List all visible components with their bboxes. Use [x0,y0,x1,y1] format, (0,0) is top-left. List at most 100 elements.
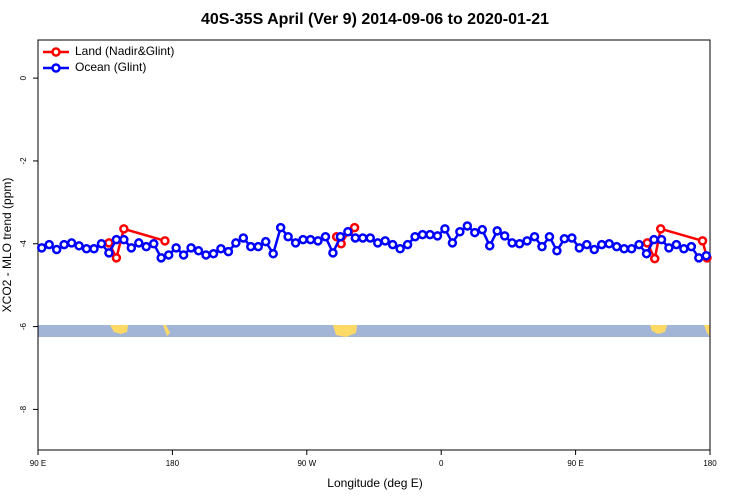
data-point [425,229,435,240]
data-point [380,236,390,246]
data-point [514,239,525,249]
data-point [574,243,585,253]
data-point [89,243,99,254]
ocean-strip [38,325,710,337]
x-tick-label: 90 W [297,459,316,468]
data-point [111,253,122,263]
data-point [186,243,196,253]
data-point [51,244,62,255]
legend-marker [51,47,61,57]
data-point [447,238,458,248]
data-point [484,241,495,251]
data-point [462,221,473,231]
data-point [148,239,159,249]
chart-title: 40S-35S April (Ver 9) 2014-09-06 to 2020… [201,11,549,28]
data-point [358,233,368,243]
data-point [701,251,712,261]
data-point [567,233,577,243]
data-point [507,238,517,248]
x-tick-label: 90 E [30,459,46,468]
data-point [641,248,652,259]
data-point [626,243,637,254]
data-point [697,236,708,246]
data-point [320,231,331,242]
y-tick-label: -8 [19,405,28,413]
data-point [81,243,92,254]
data-point [44,239,54,250]
x-tick-label: 90 E [567,459,583,468]
data-point [350,233,361,243]
data-point [275,222,286,233]
data-point [163,250,174,260]
data-point [238,233,249,243]
data-point [141,241,152,252]
x-axis-label: Longitude (deg E) [327,476,422,490]
data-point [679,243,689,254]
legend-marker [51,63,61,73]
legend-label: Ocean (Glint) [75,60,146,74]
data-point [335,231,346,242]
data-point [343,226,353,237]
data-point [694,253,704,263]
data-point [619,243,629,254]
data-point [544,231,555,242]
x-tick-label: 180 [703,459,717,468]
data-point [119,224,129,234]
data-point [440,224,450,234]
legend-label: Land (Nadir&Glint) [75,44,174,58]
data-point [470,227,480,238]
land-patch [704,325,710,337]
data-point [395,243,405,254]
data-point [649,234,659,245]
data-point [402,239,413,250]
land-patch [110,325,128,334]
data-point [328,248,338,258]
data-point [522,236,532,246]
data-point [178,250,189,260]
y-tick-label: -6 [19,322,28,330]
data-point [246,241,256,252]
data-point [260,236,271,247]
data-point [365,233,376,243]
data-point [492,226,502,236]
data-point [417,229,428,240]
data-point [156,253,166,263]
y-tick-label: -2 [19,157,28,165]
data-point [529,231,540,242]
data-point [126,243,137,253]
data-point [387,239,398,250]
data-point [582,239,592,250]
data-point [477,224,488,235]
data-point [134,238,144,248]
data-point [171,243,181,253]
data-point [66,238,77,248]
data-point [313,236,323,246]
data-point [119,234,129,245]
data-point [559,234,570,244]
data-point [686,241,697,252]
y-tick-label: 0 [19,75,28,80]
data-point [36,243,47,253]
data-point [283,231,293,242]
data-point [611,241,622,252]
data-point [216,243,226,254]
data-point [655,224,666,234]
land-patch [650,325,667,334]
data-point [208,248,219,259]
data-point [59,239,69,250]
data-point [201,250,211,260]
data-point [290,238,301,248]
data-point [671,239,682,250]
land-ocean-strip [38,325,710,337]
data-point [104,238,114,248]
data-point [432,231,443,241]
data-point [455,226,465,237]
data-point [656,234,667,245]
x-tick-label: 180 [166,459,180,468]
data-point [104,248,114,258]
data-point [604,239,614,249]
data-point [499,231,510,241]
data-point [349,222,360,233]
data-point [552,246,562,256]
